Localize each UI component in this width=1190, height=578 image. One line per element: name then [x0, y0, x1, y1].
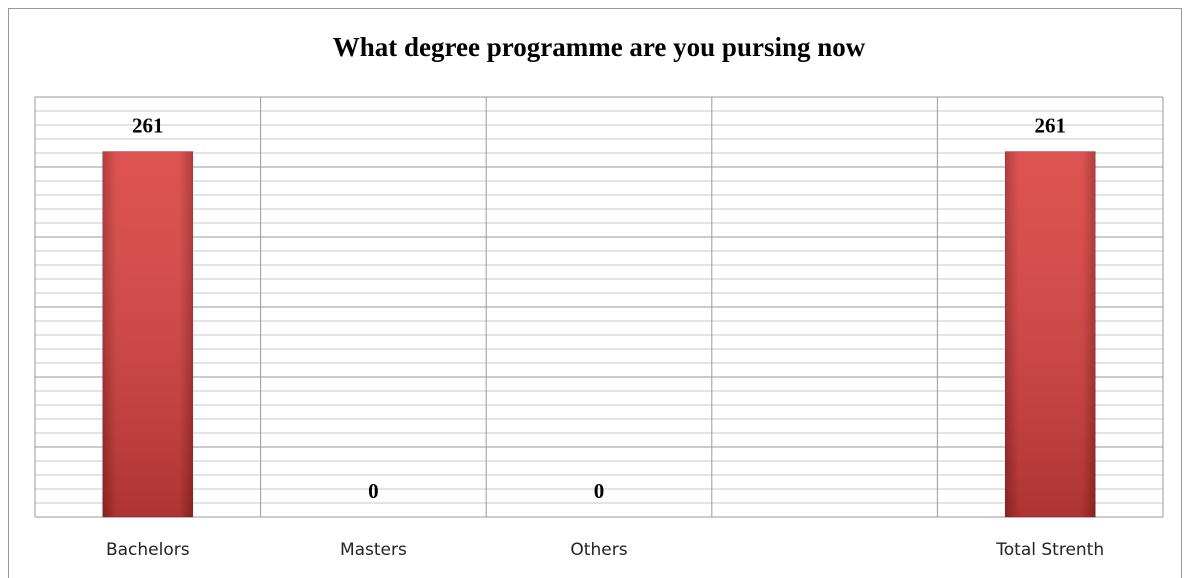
bar-shade: [1005, 151, 1096, 517]
bar-shade: [102, 151, 193, 517]
chart-title: What degree programme are you pursing no…: [333, 32, 866, 62]
x-tick-label: Masters: [340, 540, 407, 560]
data-label: 261: [1034, 113, 1066, 137]
x-tick-label: Total Strenth: [995, 540, 1104, 560]
x-tick-label: Others: [570, 540, 627, 560]
data-label: 0: [594, 479, 605, 503]
x-tick-label: Bachelors: [106, 540, 190, 560]
data-label: 0: [368, 479, 379, 503]
data-label: 261: [132, 113, 164, 137]
